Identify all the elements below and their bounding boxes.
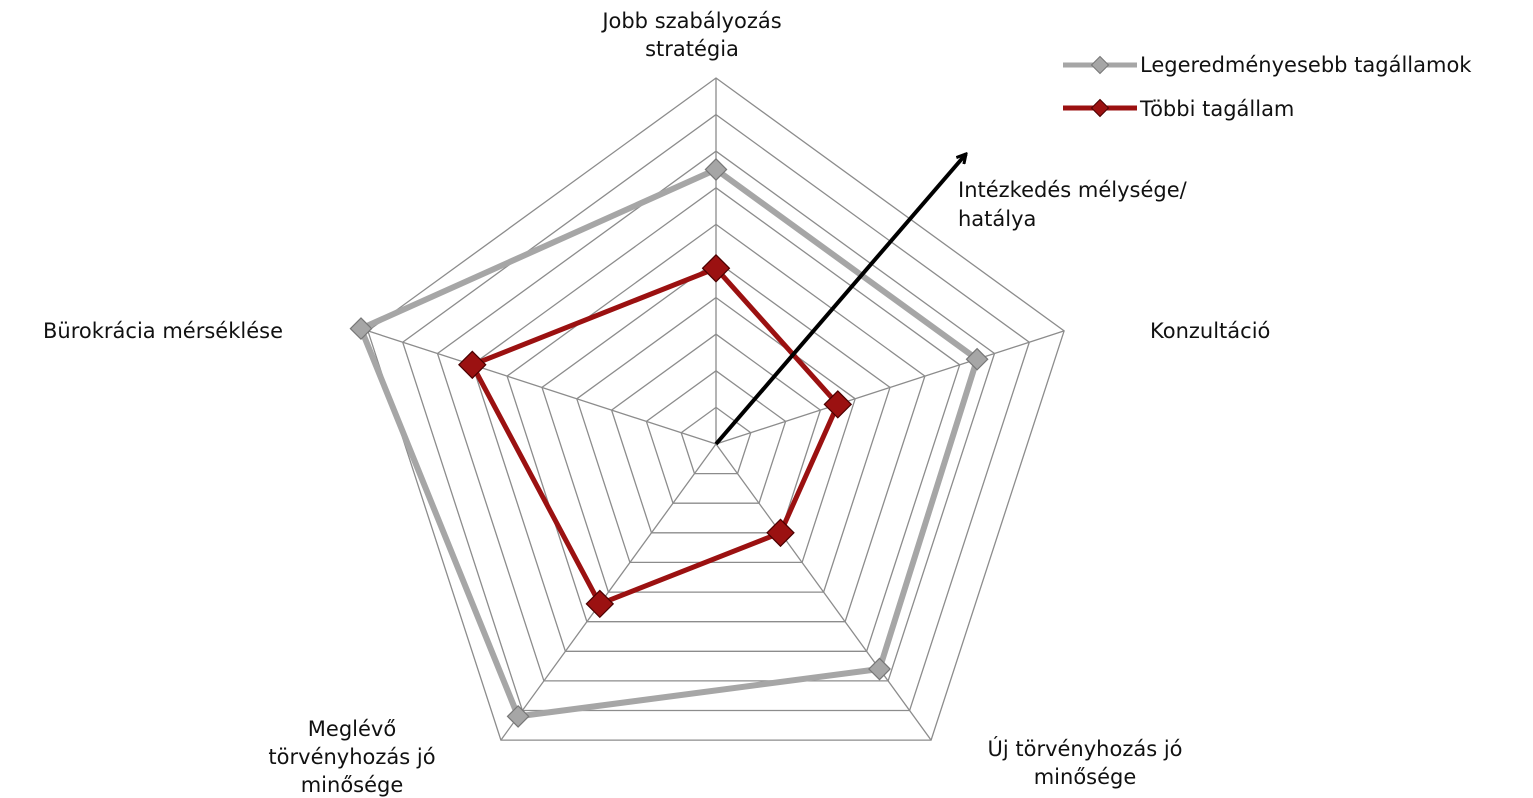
legend-item-best: Legeredményesebb tagállamok (1063, 53, 1472, 77)
series-1 (349, 158, 989, 728)
axis-label-4: Meglévő törvényhozás jó minősége (268, 717, 435, 797)
grid-spoke-5 (367, 330, 717, 445)
data-point-s2-1 (701, 254, 731, 283)
grid-spoke-4 (500, 443, 717, 741)
data-point-s2-5 (458, 350, 487, 380)
radar-grid (367, 77, 1065, 741)
series-line-2 (469, 265, 841, 607)
grid-ring-10 (367, 77, 1065, 741)
legend-item-other: Többi tagállam (1063, 97, 1294, 121)
data-point-s1-3 (868, 657, 891, 681)
axis-label-3-line-2: minősége (1034, 765, 1137, 789)
legend-label-best: Legeredményesebb tagállamok (1140, 53, 1472, 77)
axis-label-4-line-2: törvényhozás jó (268, 745, 435, 769)
legend-marker-other (1090, 98, 1110, 118)
data-point-s2-3 (766, 518, 795, 548)
grid-spoke-2 (715, 330, 1065, 445)
series-line-1 (358, 166, 981, 720)
axis-label-3: Új törvényhozás jó minősége (987, 736, 1182, 789)
axis-label-1-line-1: Jobb szabályozás (600, 9, 781, 33)
grid-ring-9 (401, 113, 1031, 712)
data-point-s2-2 (823, 390, 853, 419)
grid-ring-8 (436, 150, 996, 682)
axis-label-1-line-2: stratégia (645, 37, 739, 61)
axis-label-4-line-1: Meglévő (308, 717, 396, 741)
axis-label-2: Konzultáció (1150, 319, 1270, 343)
axis-label-5: Bürokrácia mérséklése (43, 319, 283, 343)
axis-label-1: Jobb szabályozás stratégia (600, 9, 781, 61)
legend-label-other: Többi tagállam (1139, 97, 1294, 121)
data-point-s1-2 (965, 347, 989, 371)
axis-label-5-line-1: Bürokrácia mérséklése (43, 319, 283, 343)
depth-arrow: Intézkedés mélysége/ hatálya (714, 154, 1193, 446)
grid-ring-2 (645, 369, 787, 504)
grid-spoke-3 (715, 443, 932, 741)
grid-ring-1 (680, 406, 752, 475)
depth-arrow-label-line-1: Intézkedés mélysége/ (958, 178, 1188, 202)
grid-ring-6 (506, 223, 926, 623)
legend: Legeredményesebb tagállamok Többi tagáll… (1063, 53, 1472, 121)
grid-ring-3 (610, 333, 822, 534)
grid-ring-4 (576, 296, 856, 564)
series-2 (458, 254, 853, 619)
legend-marker-best (1090, 55, 1110, 75)
data-point-s1-1 (704, 158, 728, 181)
data-point-s2-4 (585, 589, 615, 619)
radar-series (349, 158, 989, 728)
data-point-s1-4 (506, 704, 530, 728)
depth-arrow-label-line-2: hatálya (958, 207, 1036, 231)
depth-arrow-line (714, 154, 966, 446)
grid-ring-7 (471, 186, 961, 652)
depth-arrow-label: Intézkedés mélysége/ hatálya (958, 178, 1193, 231)
grid-ring-5 (541, 260, 891, 593)
axis-label-2-line-1: Konzultáció (1150, 319, 1270, 343)
axis-label-3-line-1: Új törvényhozás jó (987, 736, 1182, 761)
axis-label-4-line-3: minősége (301, 773, 404, 797)
axis-labels: Jobb szabályozás stratégia Konzultáció Új t… (43, 9, 1270, 797)
data-point-s1-5 (349, 317, 373, 341)
